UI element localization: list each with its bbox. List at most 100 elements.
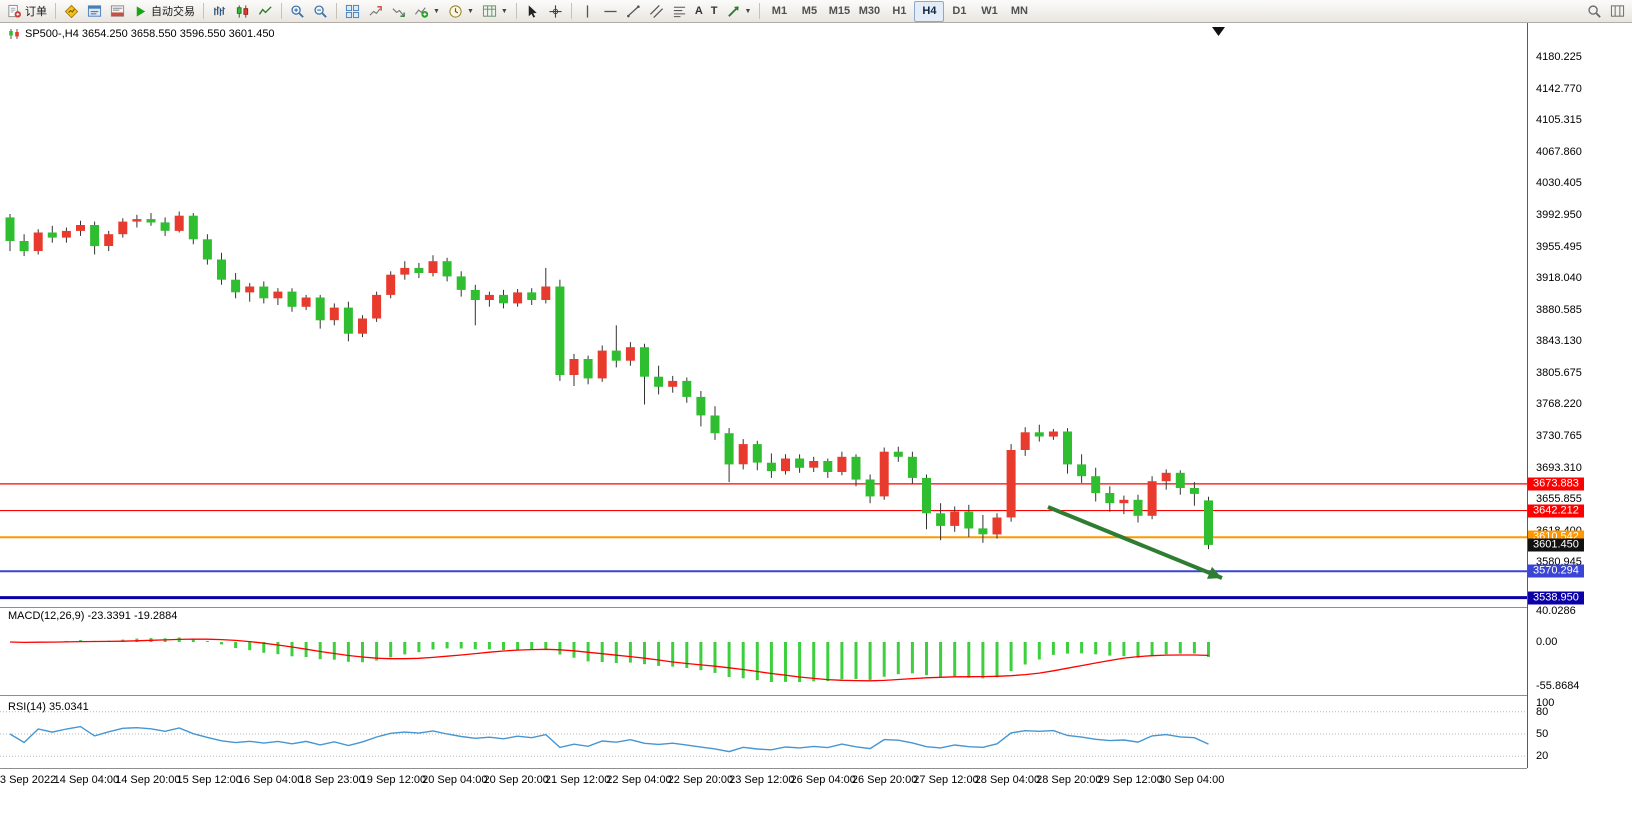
price-tick: 4180.225 (1536, 51, 1582, 63)
vertical-line-tool-button[interactable] (576, 1, 599, 22)
horizontal-line-tool-icon (604, 10, 617, 12)
autotrading-label: 自动交易 (151, 6, 195, 18)
price-level-label: 3538.950 (1528, 591, 1584, 605)
time-label: 13 Sep 2022 (0, 774, 57, 786)
horizontal-line-tool-button[interactable] (599, 1, 622, 22)
price-tick: 3693.310 (1536, 461, 1582, 474)
autotrading-play-icon (136, 5, 146, 17)
template-button[interactable]: ▼ (478, 1, 512, 22)
price-level-lines[interactable] (0, 483, 1527, 600)
tile-windows-button[interactable] (341, 1, 364, 22)
time-label: 28 Sep 20:00 (1036, 774, 1102, 786)
tab-timeframe-m15[interactable]: M15 (828, 5, 851, 17)
price-tick: 3992.950 (1536, 208, 1582, 221)
tab-timeframe-mn[interactable]: MN (1010, 5, 1028, 17)
arrows-tool-icon (727, 5, 739, 17)
time-label: 28 Sep 04:00 (974, 774, 1041, 786)
time-label: 27 Sep 12:00 (913, 774, 979, 786)
symbol-ohlc-title: SP500-,H4 3654.250 3658.550 3596.550 360… (25, 28, 275, 40)
tab-timeframe-h4[interactable]: H4 (914, 0, 945, 22)
price-axis[interactable]: 4180.225 4142.770 4105.315 4067.860 4030.405… (1527, 23, 1632, 768)
chart-window: SP500-,H4 3654.250 3658.550 3596.550 360… (0, 23, 1632, 817)
price-level-label: 3570.294 (1528, 564, 1584, 578)
chart-symbol-icon (9, 29, 19, 39)
channel-tool-button[interactable] (645, 1, 668, 22)
crosshair-button[interactable] (544, 1, 567, 22)
drawn-arrow[interactable] (1047, 505, 1223, 580)
tab-timeframe-h1[interactable]: H1 (892, 5, 907, 17)
marketwatch-icon (64, 4, 79, 18)
channel-tool-icon (649, 4, 663, 18)
tab-timeframe-w1[interactable]: W1 (981, 5, 998, 17)
toolbar-separator (203, 3, 204, 19)
zoom-in-icon (291, 4, 304, 18)
price-tick: 4142.770 (1536, 82, 1582, 95)
price-level-label: 3673.883 (1528, 477, 1584, 491)
time-label: 18 Sep 23:00 (299, 774, 365, 786)
search-button[interactable] (1583, 1, 1606, 22)
line-chart-type-button[interactable] (254, 1, 277, 22)
marketwatch-button[interactable] (60, 1, 83, 22)
template-caret-icon: ▼ (500, 7, 508, 15)
chart-arrow-up-icon (369, 5, 382, 16)
arrows-tool-button[interactable]: ▼ (722, 1, 756, 22)
candlestick-chart-type-button[interactable] (231, 1, 254, 22)
tab-timeframe-d1[interactable]: D1 (952, 5, 967, 17)
autotrading-button[interactable]: 自动交易 (129, 1, 199, 22)
macd-indicator-label: MACD(12,26,9) -23.3391 -19.2884 (8, 610, 178, 622)
time-label: 15 Sep 12:00 (176, 774, 242, 786)
price-tick: 3768.220 (1536, 398, 1582, 411)
rsi-axis-label: 80 (1536, 705, 1549, 718)
macd-axis-label: 0.00 (1536, 636, 1558, 648)
rsi-axis-label: 20 (1536, 750, 1549, 763)
cursor-button[interactable] (521, 1, 544, 22)
vertical-line-tool-icon (586, 4, 588, 18)
new-order-button[interactable]: 订单 (3, 1, 51, 22)
time-label: 26 Sep 20:00 (851, 774, 918, 786)
panels-icon (1610, 4, 1625, 17)
time-label: 21 Sep 12:00 (544, 774, 611, 786)
time-label: 16 Sep 04:00 (237, 774, 304, 786)
label-tool-label: T (710, 5, 718, 17)
chart-arrow-up-button[interactable] (364, 1, 387, 22)
time-label: 14 Sep 04:00 (53, 774, 120, 786)
new-order-icon (8, 4, 21, 17)
navigator-button[interactable] (83, 1, 106, 22)
tab-timeframe-m30[interactable]: M30 (858, 5, 881, 17)
price-tick: 4067.860 (1536, 145, 1582, 158)
chart-arrow-down-icon (392, 7, 405, 17)
price-tick: 3655.855 (1536, 493, 1582, 506)
period-button[interactable]: ▼ (444, 1, 478, 22)
macd-axis-label: -55.8684 (1536, 679, 1580, 692)
bar-chart-type-button[interactable] (208, 1, 231, 22)
period-caret-icon: ▼ (466, 7, 474, 15)
cursor-icon (528, 4, 537, 18)
rsi-line (9, 725, 1209, 753)
zoom-out-button[interactable] (309, 1, 332, 22)
navigator-icon (87, 4, 102, 17)
time-axis[interactable]: 13 Sep 2022 14 Sep 04:00 14 Sep 20:00 15 Se… (0, 769, 1527, 795)
time-label: 23 Sep 12:00 (729, 774, 795, 786)
terminal-button[interactable] (106, 1, 129, 22)
text-tool-button[interactable]: A (691, 1, 707, 22)
trendline-tool-button[interactable] (622, 1, 645, 22)
tab-timeframe-m1[interactable]: M1 (771, 5, 788, 17)
zoom-in-button[interactable] (286, 1, 309, 22)
price-tick: 3880.585 (1536, 303, 1582, 316)
price-level-label: 3642.212 (1528, 504, 1584, 518)
add-indicator-button[interactable]: ▼ (410, 1, 444, 22)
chart-canvas[interactable] (0, 23, 1527, 769)
toolbar: 订单 自动交易 ▼ ▼ (0, 0, 1632, 23)
chart-arrow-down-button[interactable] (387, 1, 410, 22)
price-tick: 3805.675 (1536, 366, 1582, 379)
panels-button[interactable] (1606, 1, 1629, 22)
label-tool-button[interactable]: T (707, 1, 722, 22)
price-tick: 3918.040 (1536, 272, 1582, 284)
macd-axis-label: 40.0286 (1536, 604, 1576, 617)
timeframe-group: M1 M5 M15 M30 H1 H4 D1 W1 MN (764, 0, 1034, 22)
chart-shift-marker-icon[interactable] (1212, 27, 1225, 36)
tab-timeframe-m5[interactable]: M5 (801, 5, 818, 17)
add-indicator-caret-icon: ▼ (433, 7, 440, 15)
toolbar-separator (336, 3, 337, 19)
fibonacci-tool-button[interactable] (668, 1, 691, 22)
